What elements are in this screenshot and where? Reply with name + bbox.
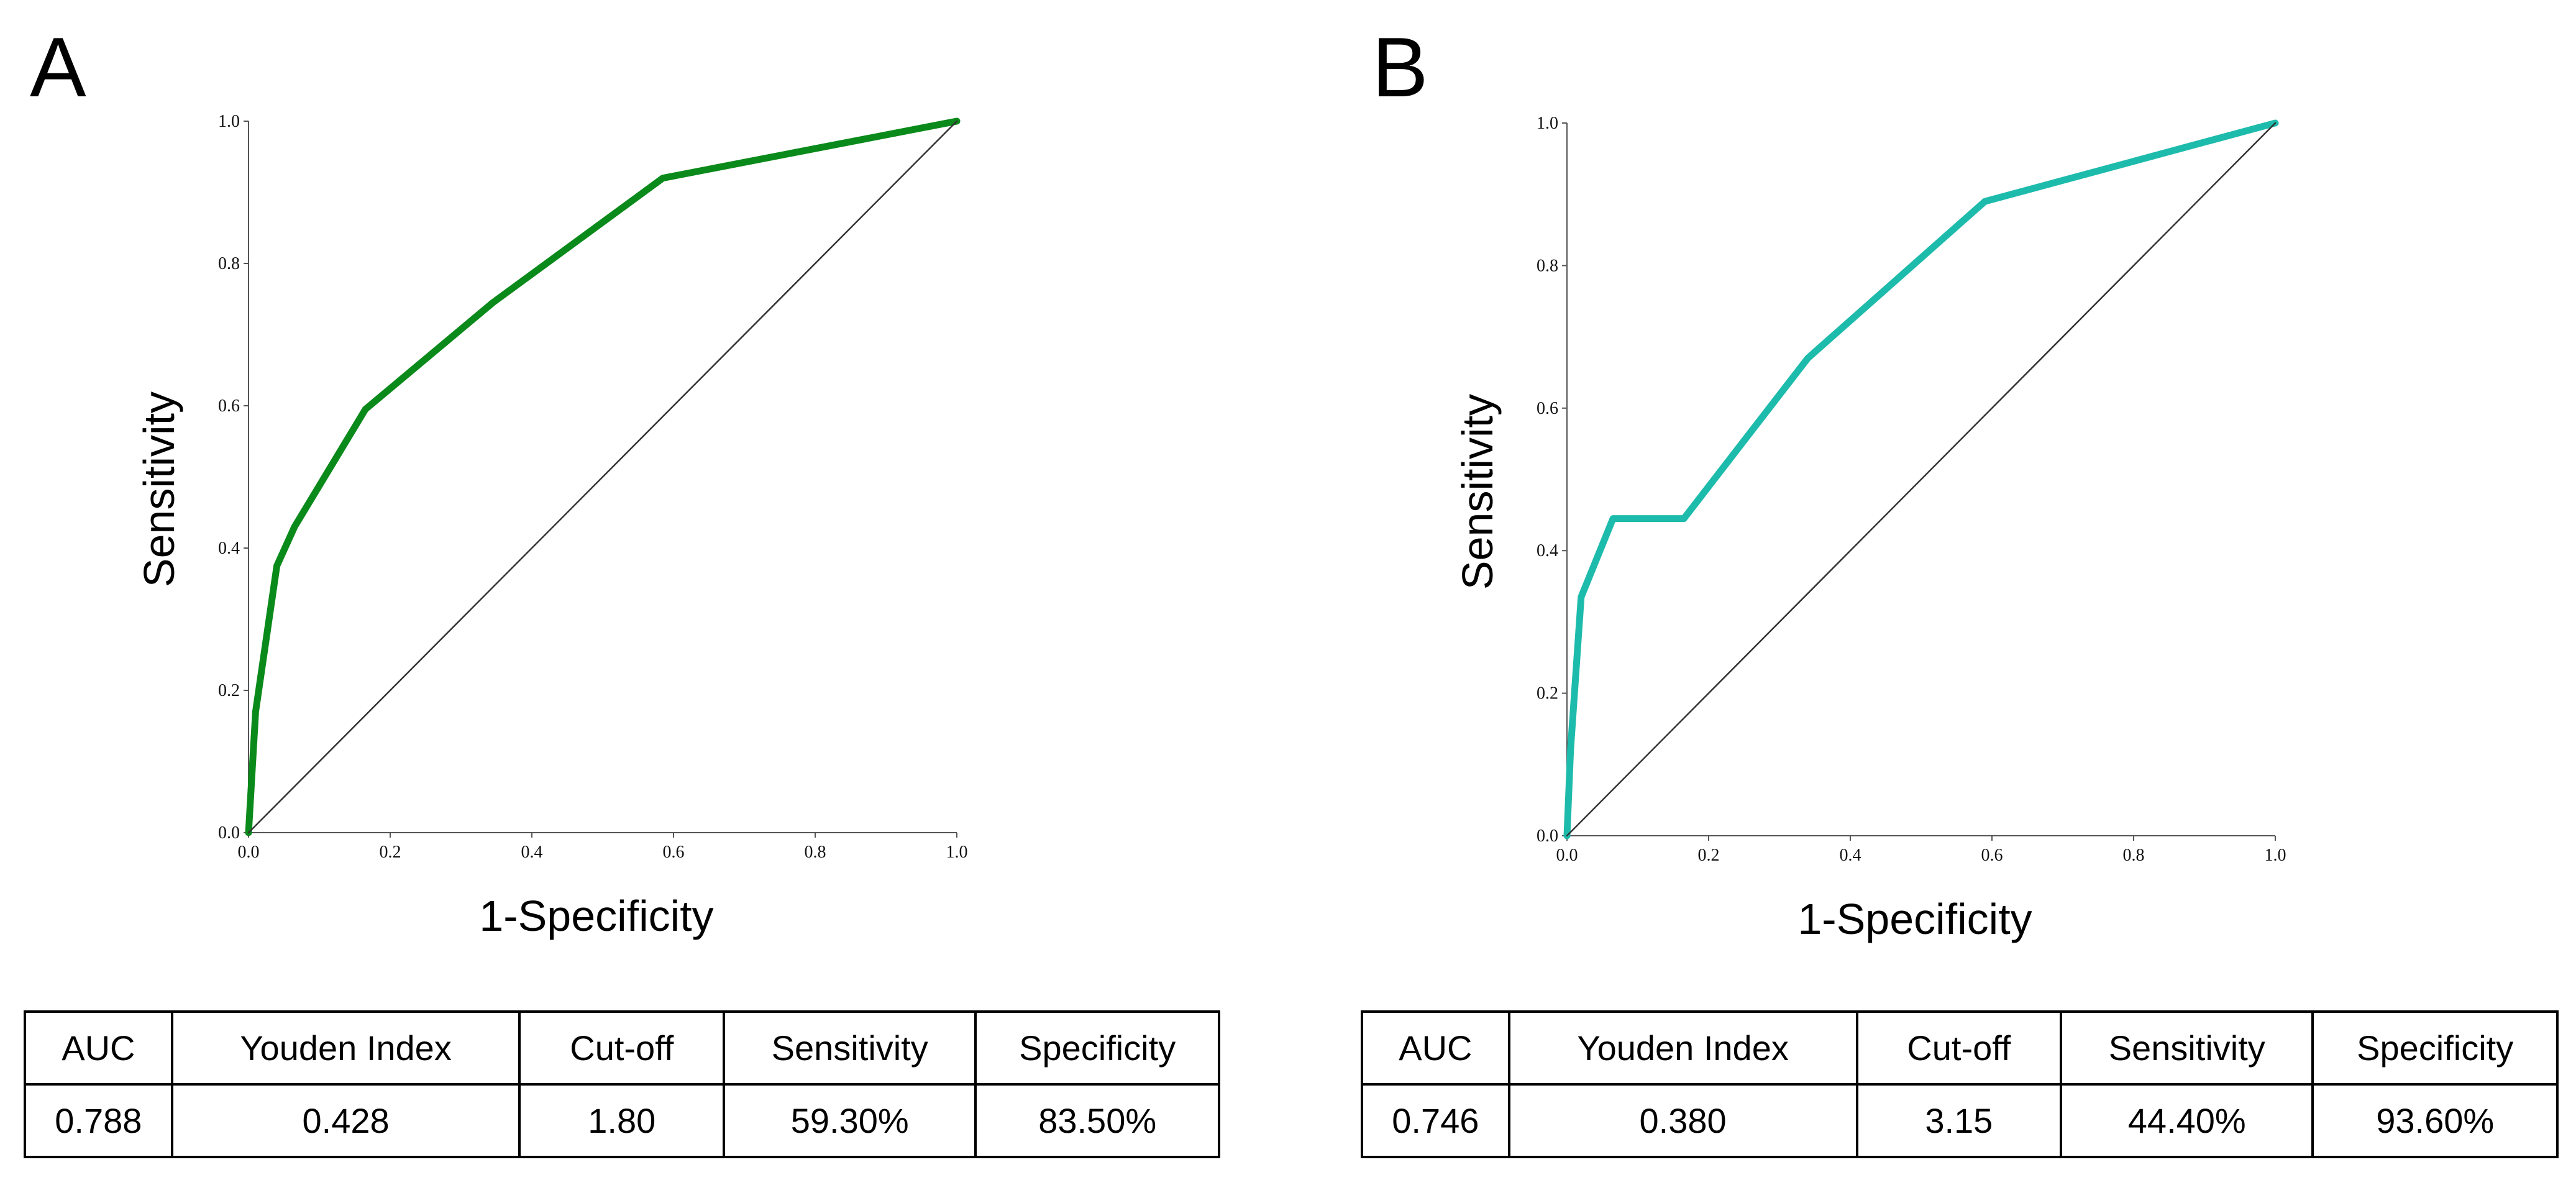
header-auc: AUC: [24, 1010, 173, 1086]
value-auc: 0.788: [24, 1083, 173, 1158]
table-row: 0.746 0.380 3.15 44.40% 93.60%: [1361, 1083, 2559, 1158]
y-tick-label: 0.8: [218, 254, 240, 273]
x-tick-label: 0.4: [1840, 846, 1861, 865]
stats-table: AUC Youden Index Cut-off Sensitivity Spe…: [24, 1010, 1220, 1158]
header-sensitivity: Sensitivity: [723, 1010, 977, 1086]
panel-a: A 0.0 0.2 0.4 0.6 0.8 1.0 0.0 0.2 0.4 0.6 0.8 1.0 1-…: [24, 20, 1220, 1158]
header-specificity: Specificity: [2311, 1010, 2559, 1086]
x-tick-label: 0.2: [380, 843, 401, 862]
y-tick-label: 0.2: [218, 681, 240, 700]
value-sensitivity: 44.40%: [2060, 1083, 2314, 1158]
y-tick-label: 0.2: [1537, 684, 1558, 703]
y-tick-label: 0.6: [218, 396, 240, 416]
x-tick-label: 0.6: [663, 843, 685, 862]
reference-line: [1566, 122, 2277, 837]
y-tick-label: 0.0: [1537, 826, 1558, 846]
x-tick-label: 0.0: [238, 843, 260, 862]
header-sensitivity: Sensitivity: [2060, 1010, 2314, 1086]
x-tick-label: 0.8: [805, 843, 826, 862]
header-specificity: Specificity: [974, 1010, 1220, 1086]
value-auc: 0.746: [1361, 1083, 1510, 1158]
panel-letter: A: [30, 20, 86, 114]
value-specificity: 93.60%: [2311, 1083, 2559, 1158]
x-tick-label: 0.6: [1981, 846, 2003, 865]
y-tick-label: 0.6: [1537, 399, 1558, 418]
reference-line: [247, 120, 958, 834]
roc-curve-line: [245, 117, 961, 836]
x-axis-title: 1-Specificity: [1797, 895, 2032, 943]
stats-table: AUC Youden Index Cut-off Sensitivity Spe…: [1361, 1010, 2559, 1158]
y-axis-title: Sensitivity: [135, 391, 183, 587]
y-axis-title: Sensitivity: [1453, 394, 1502, 590]
panel-letter: B: [1372, 20, 1428, 114]
y-tick-label: 0.4: [1537, 541, 1558, 560]
header-cut-off: Cut-off: [518, 1010, 726, 1086]
y-tick-label: 1.0: [1537, 114, 1558, 133]
panel-b: B 0.0 0.2 0.4 0.6 0.8 1.0 0.0 0.2 0.4 0.6 0.8 1.0 1-…: [1342, 0, 2576, 1180]
value-youden-index: 0.380: [1507, 1083, 1858, 1158]
x-tick-label: 0.2: [1698, 846, 1720, 865]
value-cut-off: 1.80: [518, 1083, 726, 1158]
x-tick-label: 0.4: [521, 843, 543, 862]
x-tick-label: 0.0: [1556, 846, 1578, 865]
header-youden-index: Youden Index: [1507, 1010, 1858, 1086]
y-tick-label: 1.0: [218, 112, 240, 131]
y-tick-label: 0.8: [1537, 256, 1558, 275]
table-row: 0.788 0.428 1.80 59.30% 83.50%: [24, 1083, 1220, 1158]
roc-curve-line: [1563, 119, 2279, 839]
value-specificity: 83.50%: [974, 1083, 1220, 1158]
value-sensitivity: 59.30%: [723, 1083, 977, 1158]
x-tick-label: 1.0: [946, 843, 968, 862]
roc-chart: 0.0 0.2 0.4 0.6 0.8 1.0 0.0 0.2 0.4 0.6 0.8 1.0 1-Sp…: [1453, 114, 2286, 943]
y-tick-label: 0.0: [218, 823, 240, 843]
y-tick-label: 0.4: [218, 539, 240, 558]
header-youden-index: Youden Index: [170, 1010, 521, 1086]
x-tick-label: 1.0: [2265, 846, 2286, 865]
value-cut-off: 3.15: [1855, 1083, 2063, 1158]
x-tick-label: 0.8: [2123, 846, 2145, 865]
table-header-row: AUC Youden Index Cut-off Sensitivity Spe…: [1361, 1010, 2559, 1086]
header-cut-off: Cut-off: [1855, 1010, 2063, 1086]
roc-chart: 0.0 0.2 0.4 0.6 0.8 1.0 0.0 0.2 0.4 0.6 0.8 1.0 1-Sp…: [135, 112, 968, 940]
header-auc: AUC: [1361, 1010, 1510, 1086]
value-youden-index: 0.428: [170, 1083, 521, 1158]
table-header-row: AUC Youden Index Cut-off Sensitivity Spe…: [24, 1010, 1220, 1086]
x-axis-title: 1-Specificity: [479, 892, 713, 940]
